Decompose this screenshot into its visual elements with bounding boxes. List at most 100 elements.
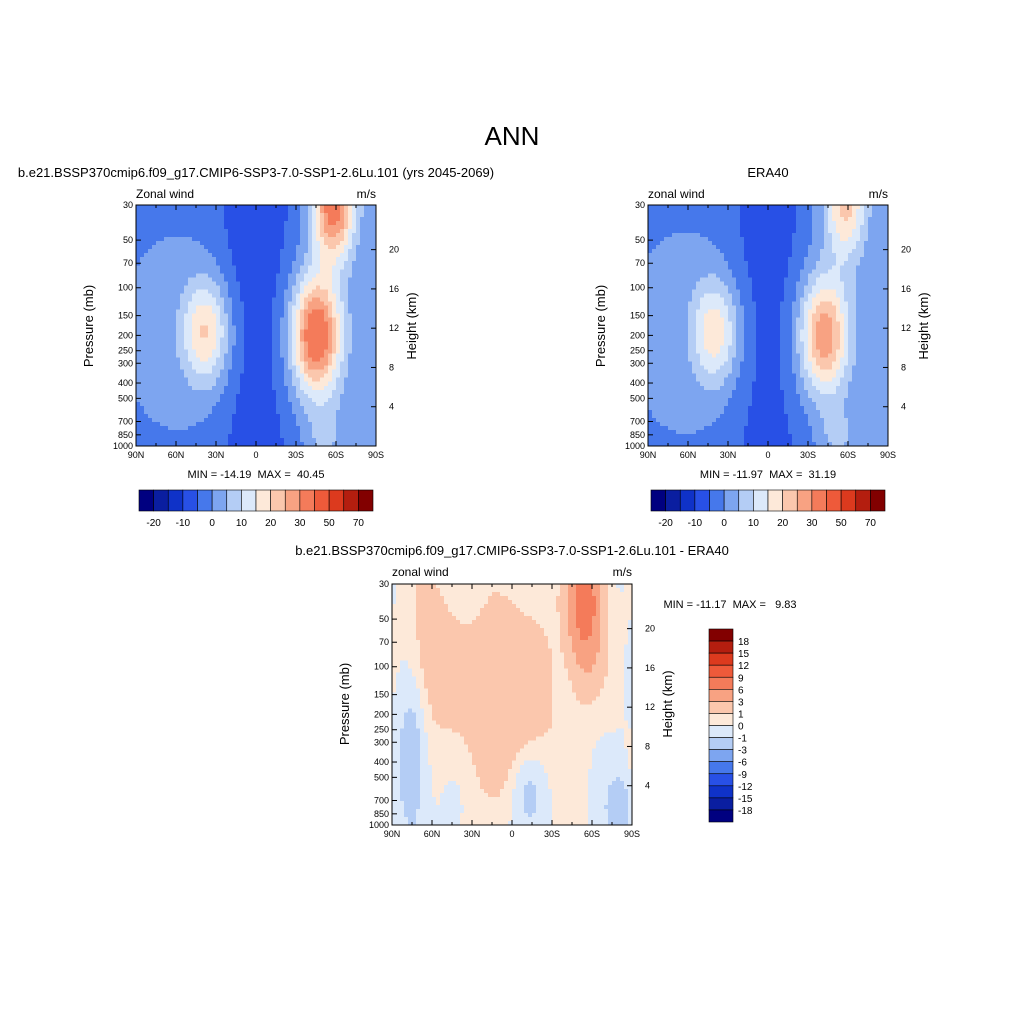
field-cell <box>712 213 717 218</box>
field-cell <box>312 221 317 226</box>
field-cell <box>760 237 765 242</box>
field-cell <box>328 301 333 307</box>
field-cell <box>236 237 241 242</box>
field-cell <box>844 257 849 262</box>
field-cell <box>360 333 365 339</box>
field-cell <box>324 357 329 363</box>
field-cell <box>244 309 249 315</box>
field-cell <box>688 257 693 262</box>
field-cell <box>708 265 713 270</box>
field-cell <box>844 209 849 214</box>
field-cell <box>208 229 213 234</box>
field-cell <box>160 429 165 435</box>
field-cell <box>356 333 361 339</box>
field-cell <box>160 213 165 218</box>
field-cell <box>728 221 733 226</box>
field-cell <box>316 433 321 439</box>
field-cell <box>276 317 281 323</box>
field-cell <box>232 257 237 262</box>
field-cell <box>804 241 809 246</box>
field-cell <box>820 221 825 226</box>
field-cell <box>364 213 369 218</box>
field-cell <box>880 285 885 290</box>
field-cell <box>160 361 165 367</box>
field-cell <box>328 257 333 262</box>
field-cell <box>740 265 745 270</box>
field-cell <box>796 229 801 234</box>
field-cell <box>252 281 257 286</box>
field-cell <box>308 405 313 411</box>
field-cell <box>168 353 173 359</box>
field-cell <box>152 205 157 210</box>
field-cell <box>708 221 713 226</box>
field-cell <box>324 421 329 427</box>
field-cell <box>284 209 289 214</box>
field-cell <box>848 221 853 226</box>
field-cell <box>684 277 689 282</box>
field-cell <box>320 313 325 319</box>
field-cell <box>296 353 301 359</box>
field-cell <box>220 265 225 270</box>
field-cell <box>300 421 305 427</box>
field-cell <box>252 401 257 407</box>
field-cell <box>324 437 329 443</box>
field-cell <box>308 221 313 226</box>
field-cell <box>752 241 757 246</box>
field-cell <box>340 353 345 359</box>
field-cell <box>316 309 321 315</box>
field-cell <box>868 261 873 266</box>
field-cell <box>148 349 153 355</box>
field-cell <box>264 401 269 407</box>
field-cell <box>352 329 357 335</box>
field-cell <box>780 245 785 250</box>
field-cell <box>672 225 677 230</box>
field-cell <box>332 437 337 443</box>
field-cell <box>300 365 305 371</box>
field-cell <box>220 381 225 387</box>
field-cell <box>224 429 229 435</box>
field-cell <box>720 277 725 282</box>
field-cell <box>236 233 241 238</box>
field-cell <box>160 221 165 226</box>
field-cell <box>316 269 321 274</box>
field-cell <box>176 273 181 278</box>
field-cell <box>352 249 357 254</box>
field-cell <box>224 269 229 274</box>
field-cell <box>296 389 301 395</box>
field-cell <box>332 413 337 419</box>
field-cell <box>832 213 837 218</box>
field-cell <box>168 345 173 351</box>
field-cell <box>268 209 273 214</box>
field-cell <box>320 209 325 214</box>
field-cell <box>256 437 261 443</box>
field-cell <box>708 237 713 242</box>
field-cell <box>224 273 229 278</box>
field-cell <box>356 269 361 274</box>
field-cell <box>176 225 181 230</box>
field-cell <box>168 293 173 298</box>
field-cell <box>160 369 165 375</box>
field-cell <box>212 261 217 266</box>
field-cell <box>228 345 233 351</box>
field-cell <box>288 357 293 363</box>
field-cell <box>136 353 141 359</box>
field-cell <box>720 245 725 250</box>
field-cell <box>184 305 189 311</box>
field-cell <box>668 261 673 266</box>
field-cell <box>740 253 745 258</box>
field-cell <box>364 269 369 274</box>
field-cell <box>700 209 705 214</box>
field-cell <box>288 293 293 298</box>
field-cell <box>324 273 329 278</box>
field-cell <box>364 369 369 375</box>
field-cell <box>160 285 165 290</box>
field-cell <box>156 361 161 367</box>
field-cell <box>260 377 265 383</box>
field-cell <box>300 217 305 222</box>
field-cell <box>320 289 325 294</box>
field-cell <box>240 221 245 226</box>
field-cell <box>136 361 141 367</box>
field-cell <box>276 269 281 274</box>
field-cell <box>248 265 253 270</box>
field-cell <box>368 373 373 379</box>
